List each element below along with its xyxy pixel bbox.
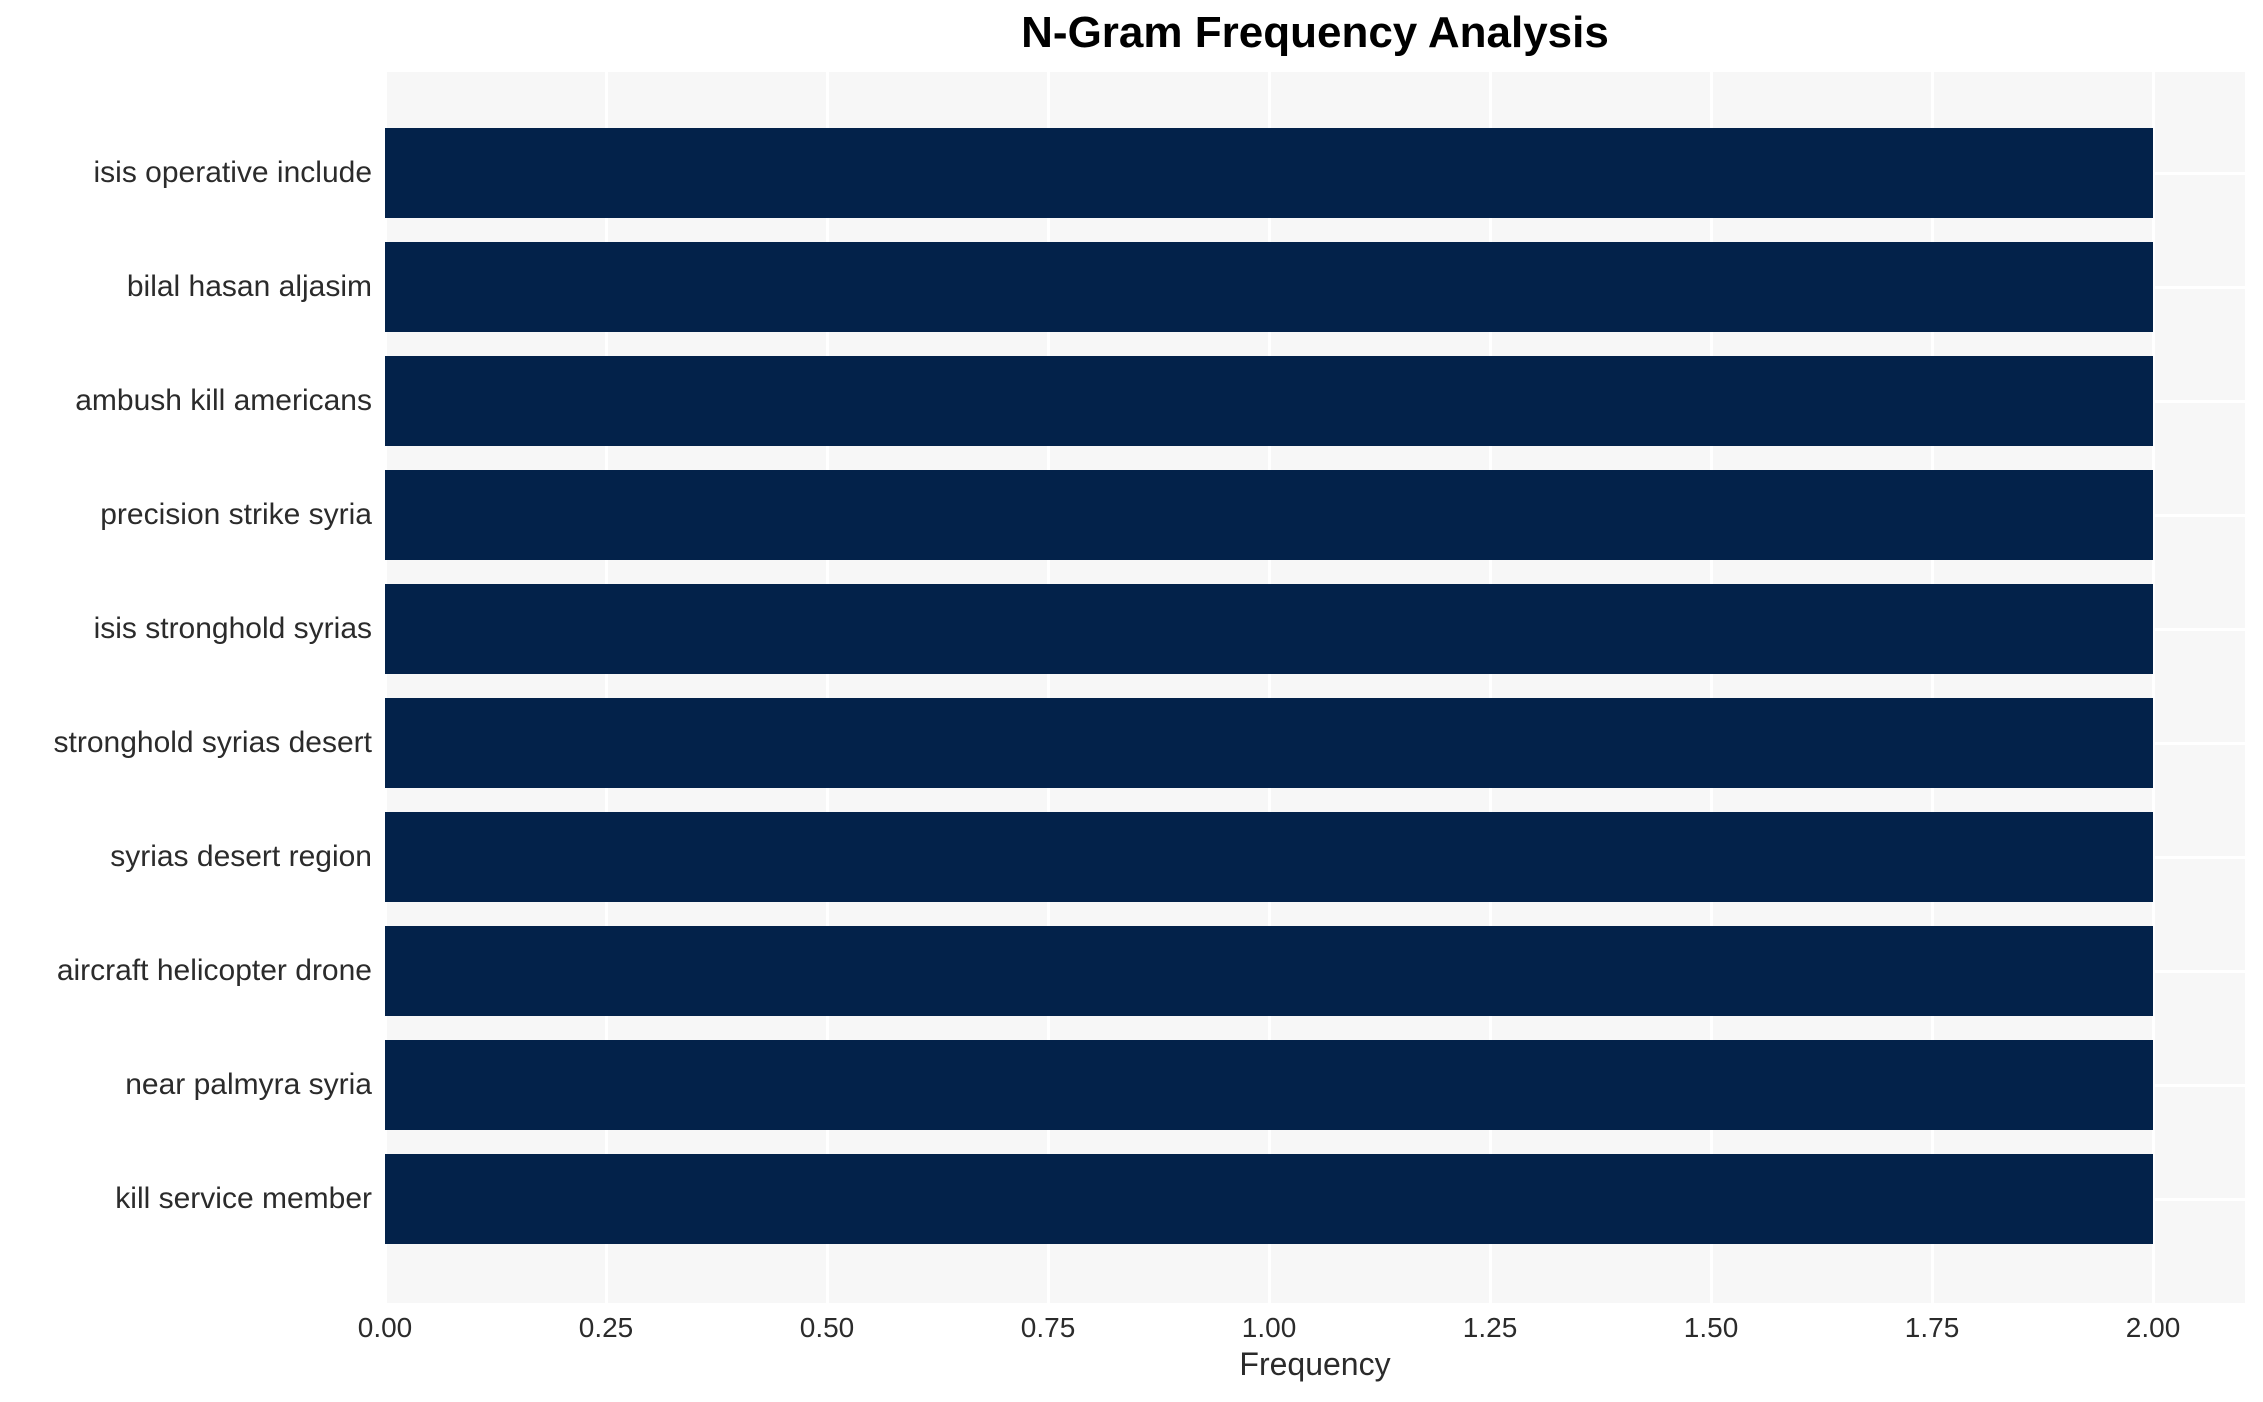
y-tick-label: isis operative include	[93, 156, 372, 189]
x-tick-label: 1.75	[1904, 1312, 1960, 1343]
gridline-vertical	[1488, 72, 1492, 1303]
x-axis-title: Frequency	[1239, 1346, 1391, 1382]
gridline-vertical	[1930, 72, 1934, 1303]
bar	[385, 242, 2154, 332]
gridline-vertical	[1709, 72, 1713, 1303]
x-tick-label: 0.25	[578, 1312, 634, 1343]
bar	[385, 584, 2154, 674]
y-tick-label: kill service member	[115, 1182, 372, 1215]
x-tick-label: 0.75	[1020, 1312, 1076, 1343]
gridline-vertical	[1267, 72, 1271, 1303]
bar	[385, 812, 2154, 902]
y-tick-label: ambush kill americans	[75, 384, 372, 417]
x-tick-label: 1.25	[1462, 1312, 1518, 1343]
bar	[385, 1154, 2154, 1244]
y-tick-label: isis stronghold syrias	[93, 612, 372, 645]
y-tick-label: syrias desert region	[110, 840, 372, 873]
bar	[385, 470, 2154, 560]
bar	[385, 926, 2154, 1016]
y-tick-label: aircraft helicopter drone	[56, 954, 372, 987]
gridline-vertical	[604, 72, 608, 1303]
x-tick-label: 1.50	[1683, 1312, 1739, 1343]
y-tick-label: near palmyra syria	[125, 1068, 372, 1101]
gridline-vertical	[825, 72, 829, 1303]
y-tick-label: bilal hasan aljasim	[126, 270, 372, 303]
y-tick-label: stronghold syrias desert	[53, 726, 373, 759]
x-tick-label: 0.00	[357, 1312, 413, 1343]
bar	[385, 128, 2154, 218]
bar	[385, 356, 2154, 446]
y-tick-label: precision strike syria	[100, 498, 372, 531]
gridline-vertical	[2151, 72, 2155, 1303]
gridline-vertical	[383, 72, 387, 1303]
bar	[385, 698, 2154, 788]
chart-title: N-Gram Frequency Analysis	[1021, 8, 1609, 57]
x-tick-label: 0.50	[799, 1312, 855, 1343]
gridline-vertical	[1046, 72, 1050, 1303]
bar	[385, 1040, 2154, 1130]
x-tick-label: 1.00	[1241, 1312, 1297, 1343]
x-tick-label: 2.00	[2125, 1312, 2181, 1343]
plot-area	[383, 72, 2245, 1303]
